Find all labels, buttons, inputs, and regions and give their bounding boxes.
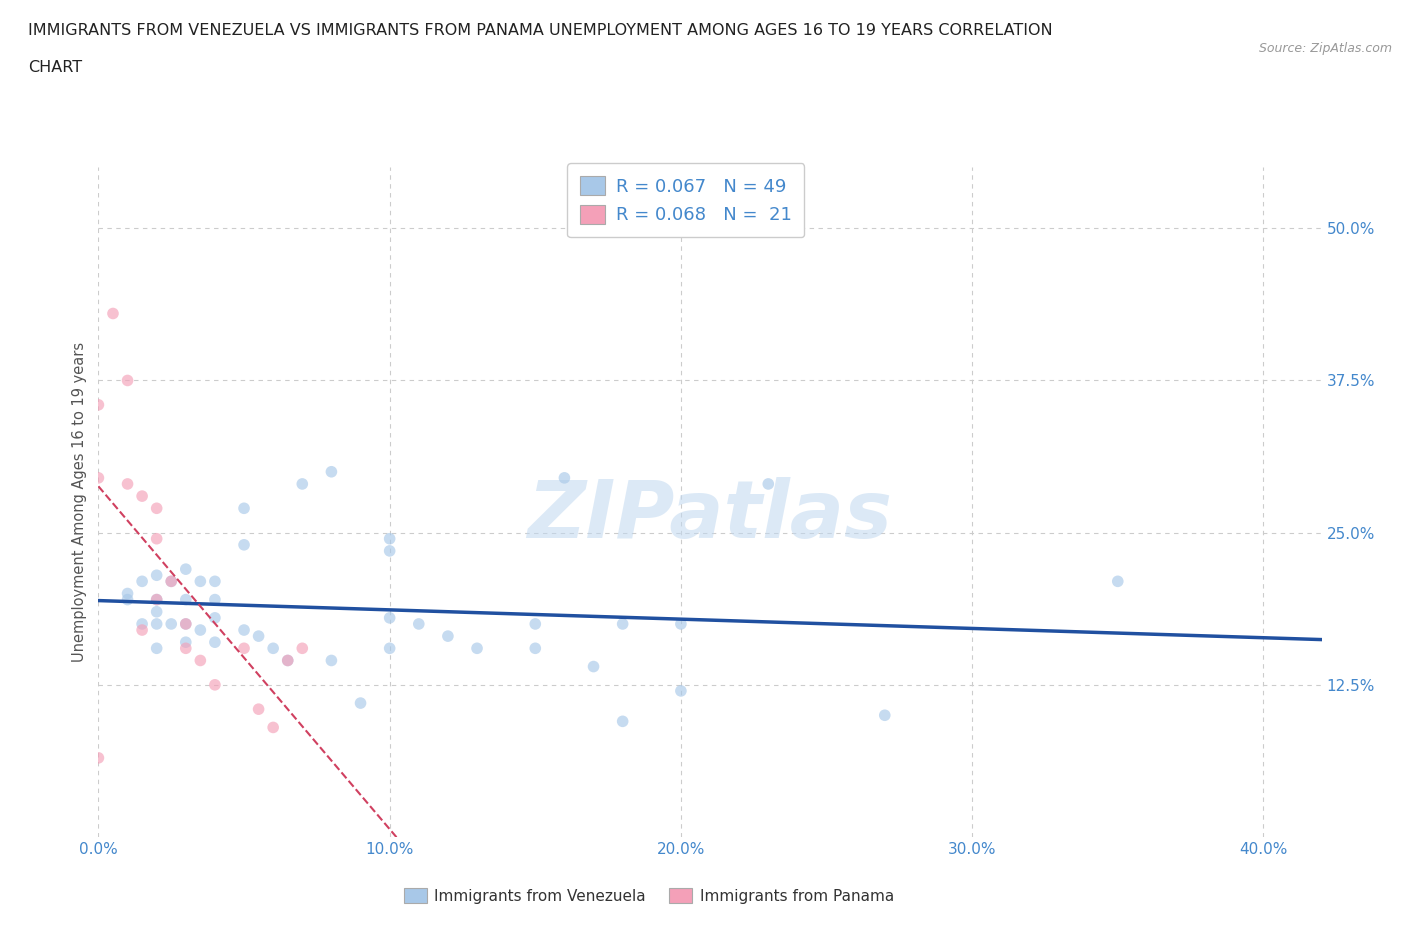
Point [131,574,153,589]
Point [174,635,197,650]
Point [437,629,460,644]
Point [291,641,314,656]
Point [756,476,779,491]
Point [174,617,197,631]
Y-axis label: Unemployment Among Ages 16 to 19 years: Unemployment Among Ages 16 to 19 years [72,342,87,662]
Point [262,720,284,735]
Point [204,574,226,589]
Point [117,586,139,601]
Point [233,641,256,656]
Point [174,617,197,631]
Point [262,641,284,656]
Point [612,617,634,631]
Point [145,592,167,607]
Point [145,604,167,619]
Point [378,543,401,558]
Point [87,751,110,765]
Point [321,653,343,668]
Point [378,610,401,625]
Point [669,684,692,698]
Point [87,471,110,485]
Point [233,501,256,516]
Point [174,641,197,656]
Legend: Immigrants from Venezuela, Immigrants from Panama: Immigrants from Venezuela, Immigrants fr… [398,882,900,910]
Point [117,373,139,388]
Point [87,397,110,412]
Point [524,641,547,656]
Point [188,653,212,668]
Point [277,653,299,668]
Point [117,592,139,607]
Point [349,696,371,711]
Point [378,641,401,656]
Point [145,641,167,656]
Point [669,617,692,631]
Point [277,653,299,668]
Point [1107,574,1129,589]
Point [145,531,167,546]
Point [145,592,167,607]
Point [145,617,167,631]
Point [321,464,343,479]
Point [145,501,167,516]
Point [131,617,153,631]
Point [204,592,226,607]
Point [117,476,139,491]
Text: Source: ZipAtlas.com: Source: ZipAtlas.com [1258,42,1392,55]
Point [524,617,547,631]
Point [233,622,256,637]
Point [247,702,270,717]
Point [873,708,896,723]
Point [131,488,153,503]
Point [188,622,212,637]
Point [204,610,226,625]
Point [174,562,197,577]
Text: IMMIGRANTS FROM VENEZUELA VS IMMIGRANTS FROM PANAMA UNEMPLOYMENT AMONG AGES 16 T: IMMIGRANTS FROM VENEZUELA VS IMMIGRANTS … [28,23,1053,38]
Point [291,476,314,491]
Point [247,629,270,644]
Point [145,568,167,583]
Point [408,617,430,631]
Point [174,592,197,607]
Text: CHART: CHART [28,60,82,75]
Point [612,714,634,729]
Point [204,677,226,692]
Point [160,574,183,589]
Point [160,617,183,631]
Point [188,574,212,589]
Point [582,659,605,674]
Point [204,635,226,650]
Point [101,306,124,321]
Point [378,531,401,546]
Text: ZIPatlas: ZIPatlas [527,476,893,554]
Point [465,641,488,656]
Point [160,574,183,589]
Point [131,622,153,637]
Point [553,471,575,485]
Point [233,538,256,552]
